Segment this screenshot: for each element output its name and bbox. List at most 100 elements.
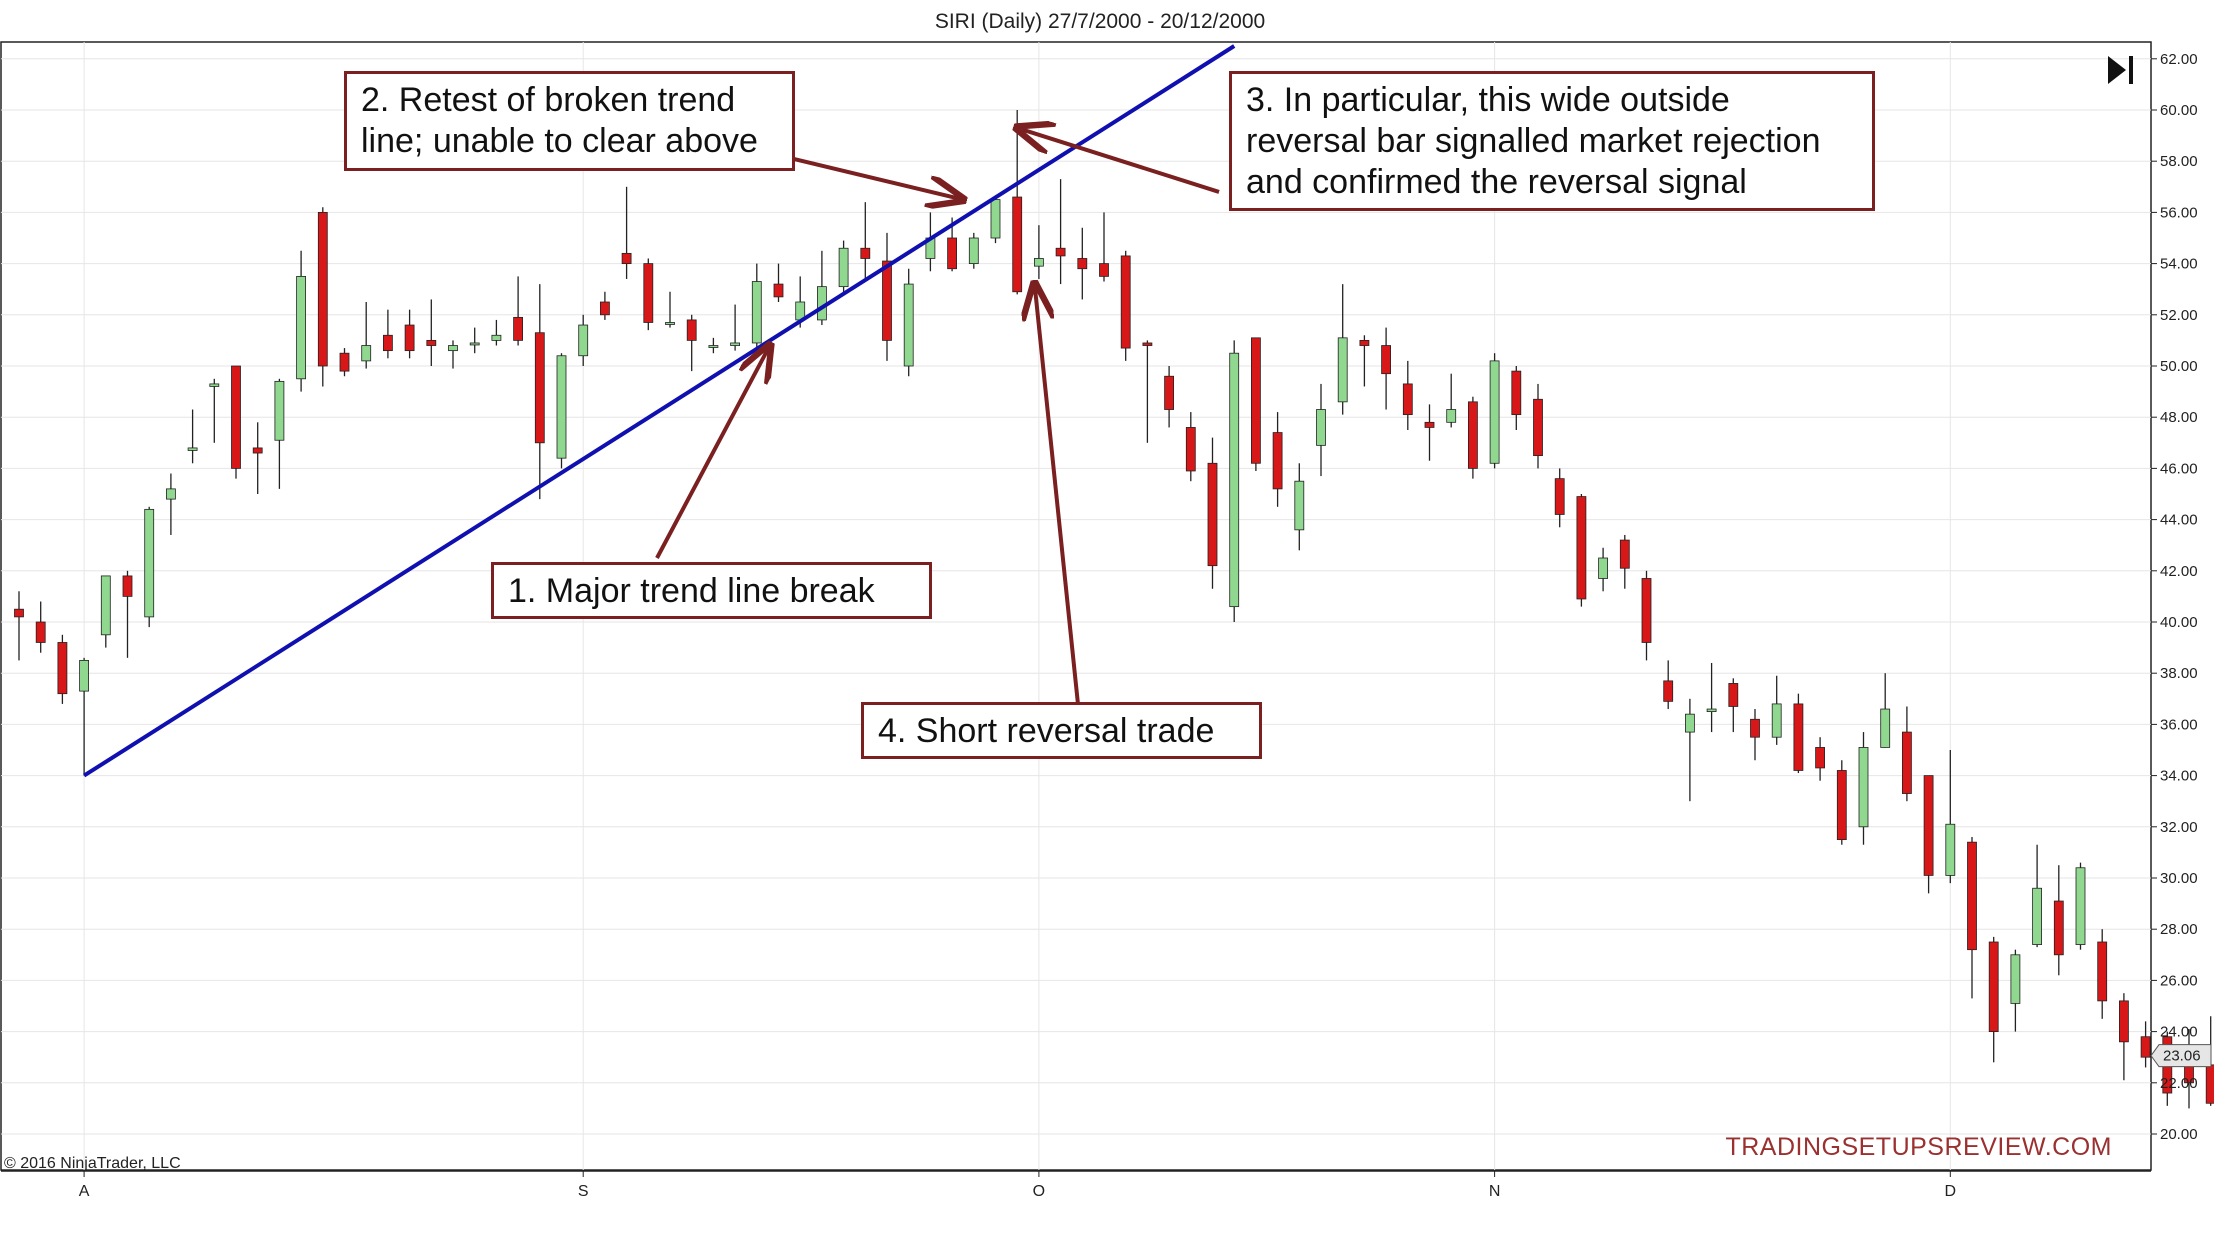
- candle-body: [534, 332, 545, 444]
- candle-body: [100, 575, 111, 636]
- y-tick-label: 38.00: [2160, 665, 2198, 682]
- candle-up: [1945, 750, 1956, 884]
- candle-down: [1533, 383, 1543, 469]
- candle-down: [339, 348, 350, 377]
- y-tick-label: 32.00: [2160, 819, 2198, 836]
- candle-body: [1424, 421, 1435, 428]
- candle-body: [1402, 383, 1413, 416]
- candle-up: [665, 291, 675, 328]
- candle-body: [1099, 263, 1109, 277]
- candle-down: [1272, 412, 1283, 507]
- go-to-end-icon[interactable]: [2100, 52, 2136, 88]
- candle-up: [1294, 463, 1305, 551]
- annotation-short-trade: 4. Short reversal trade: [861, 702, 1262, 759]
- candle-body: [1055, 247, 1066, 257]
- candle-up: [187, 409, 198, 464]
- candle-body: [990, 199, 1001, 239]
- plot-frame: [0, 41, 2152, 1171]
- y-tick-label: 28.00: [2160, 921, 2198, 938]
- annotation-short-trade-text: 4. Short reversal trade: [878, 712, 1215, 750]
- candle-body: [1446, 409, 1457, 423]
- candle-body: [1728, 683, 1739, 707]
- candle-body: [686, 319, 697, 341]
- candle-down: [1099, 212, 1109, 282]
- candle-down: [1468, 396, 1478, 479]
- candle-down: [1967, 837, 1977, 999]
- candle-body: [1576, 496, 1587, 600]
- candle-down: [57, 634, 68, 704]
- candle-up: [1706, 662, 1717, 733]
- candle-up: [708, 337, 719, 354]
- candle-up: [1489, 353, 1500, 469]
- candle-body: [773, 283, 784, 298]
- candle-body: [382, 334, 393, 352]
- watermark-text: TRADINGSETUPSREVIEW.COM: [1725, 1133, 2112, 1161]
- candle-up: [2010, 949, 2021, 1032]
- candle-down: [773, 263, 784, 302]
- candle-body: [1880, 708, 1891, 748]
- candle-body: [1012, 196, 1023, 293]
- annotation-trendline-break: 1. Major trend line break: [491, 562, 932, 619]
- candle-down: [2118, 993, 2129, 1081]
- candle-up: [1337, 284, 1348, 415]
- candle-up: [165, 473, 176, 535]
- candle-down: [1619, 534, 1630, 589]
- candle-body: [1077, 258, 1088, 270]
- candle-down: [426, 299, 437, 366]
- candle-down: [252, 422, 263, 494]
- candle-body: [1381, 345, 1391, 375]
- candle-body: [600, 301, 610, 316]
- candles: [14, 110, 2214, 1109]
- candle-up: [1316, 383, 1326, 477]
- candle-body: [274, 380, 285, 441]
- candle-up: [751, 263, 762, 351]
- candle-down: [1381, 327, 1391, 410]
- y-tick-label: 48.00: [2160, 409, 2198, 426]
- x-tick-label: D: [1945, 1183, 1957, 1200]
- candle-down: [1793, 693, 1804, 774]
- candle-body: [491, 334, 502, 341]
- candle-down: [1359, 335, 1370, 387]
- candle-body: [1793, 703, 1804, 771]
- candle-body: [144, 508, 155, 618]
- candle-body: [1337, 337, 1348, 403]
- candle-body: [751, 281, 762, 344]
- candle-down: [2184, 1029, 2194, 1109]
- annotation-retest: 2. Retest of broken trend line; unable t…: [344, 71, 795, 171]
- candle-body: [14, 608, 24, 618]
- candle-down: [1836, 760, 1847, 845]
- candle-body: [1836, 770, 1847, 840]
- y-tick-label: 50.00: [2160, 358, 2198, 375]
- candle-body: [838, 247, 849, 288]
- candle-body: [1142, 342, 1153, 346]
- candle-down: [1012, 110, 1023, 295]
- candle-body: [1902, 731, 1912, 794]
- candle-body: [513, 316, 523, 341]
- candle-down: [1728, 678, 1739, 733]
- candle-body: [1771, 703, 1782, 738]
- candle-body: [882, 260, 892, 341]
- candle-up: [730, 304, 740, 351]
- x-tick-label: O: [1033, 1183, 1045, 1200]
- y-tick-label: 44.00: [2160, 512, 2198, 529]
- candle-up: [2032, 844, 2042, 948]
- candle-body: [1619, 539, 1630, 569]
- candle-down: [1251, 337, 1261, 471]
- candle-body: [903, 283, 914, 367]
- candle-up: [1858, 732, 1869, 845]
- candle-body: [1164, 375, 1174, 410]
- candle-body: [2010, 954, 2021, 1004]
- candle-down: [513, 276, 523, 346]
- candle-body: [1815, 747, 1825, 769]
- candle-down: [1077, 227, 1088, 300]
- candle-down: [2053, 865, 2064, 976]
- y-tick-label: 62.00: [2160, 51, 2198, 68]
- candle-body: [2118, 1000, 2129, 1043]
- candle-down: [1120, 250, 1131, 361]
- candle-down: [621, 186, 632, 279]
- y-tick-label: 42.00: [2160, 563, 2198, 580]
- y-tick-label: 46.00: [2160, 460, 2198, 477]
- candle-body: [1272, 432, 1283, 490]
- y-tick-label: 30.00: [2160, 870, 2198, 887]
